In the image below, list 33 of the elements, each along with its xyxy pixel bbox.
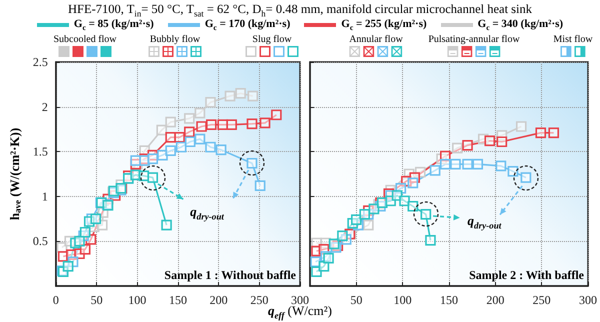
x-tick-label: 150	[440, 293, 458, 307]
text: Subcooled flow	[53, 34, 117, 45]
y-tick-label: 0.5	[32, 234, 48, 248]
y-tick-label: 1.5	[32, 144, 48, 159]
legend-label: G$_{c}$ = 170 (kg/m²·s)	[204, 18, 290, 32]
x-tick-label: 250	[532, 293, 551, 307]
text: Slug flow	[251, 34, 293, 45]
legend-label: G$_{c}$ = 85 (kg/m²·s)	[74, 18, 154, 32]
x-tick-label: 150	[168, 293, 187, 307]
x-tick-label: 100	[394, 293, 412, 307]
legend-label: G$_{c}$ = 340 (kg/m²·s)	[478, 18, 564, 32]
legend-label: G$_{c}$ = 255 (kg/m²·s)	[341, 18, 427, 32]
x-tick-label: 100	[128, 293, 146, 307]
x-tick-label: 200	[210, 293, 228, 307]
x-tick-label: 200	[486, 293, 504, 307]
text: Annular flow	[349, 34, 403, 45]
annotation: q$_{dry-out}$	[468, 212, 502, 230]
annotation: q$_{dry-out}$	[190, 204, 224, 222]
x-tick-label: 250	[250, 293, 268, 307]
y-tick-label: 1	[42, 189, 48, 204]
y-tick-label: 2	[42, 100, 48, 114]
annotation: Sample 2 : With baffle	[469, 268, 584, 283]
text: Bubbly flow	[148, 34, 202, 45]
y-axis-title: have (W/(cm²·K))	[7, 128, 22, 220]
x-tick-label: 300	[579, 293, 597, 307]
text: Mist flow	[553, 34, 593, 45]
annotation: Sample 1 : Without baffle	[164, 268, 296, 283]
y-tick-label: 2.5	[32, 55, 48, 69]
x-tick-label: 0	[52, 293, 59, 307]
text: Pulsating-annular flow	[428, 34, 520, 45]
x-tick-label: 50	[350, 293, 362, 307]
x-tick-label: 50	[90, 293, 103, 307]
chart-title: HFE-7100, T$_{in}$= 50 °C, T$_{sat}$ = 62 °C, D$_{h}$= 0.48 mm, manifold circular microchannel heat sink	[66, 2, 534, 18]
